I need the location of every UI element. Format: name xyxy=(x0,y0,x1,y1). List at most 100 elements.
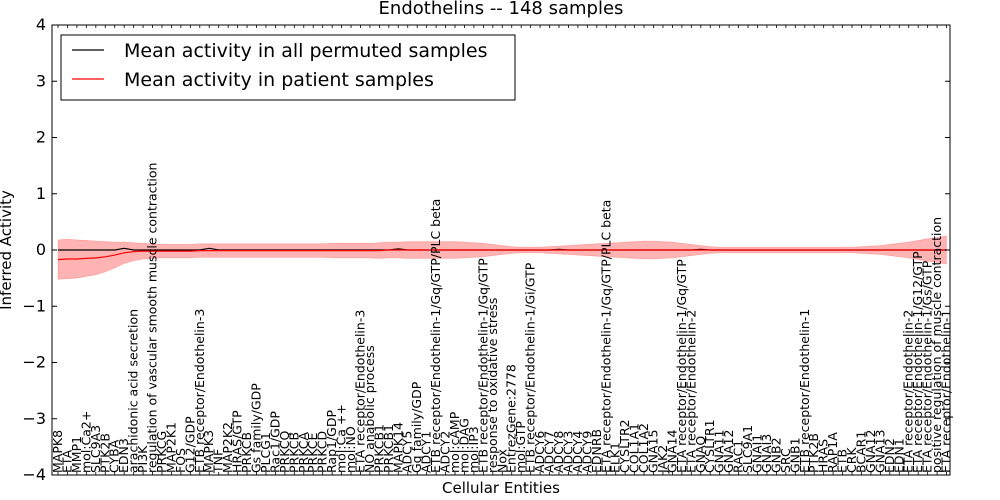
entity-label: GNAI1 xyxy=(750,434,765,473)
entity-label: EDN1 xyxy=(891,438,906,473)
entity-label: COL1A2 xyxy=(636,423,651,473)
entity-label: ETA receptor/Endothelin-2 xyxy=(683,310,698,473)
entity-label: ELK1 xyxy=(608,442,623,473)
entity-label: GNA12 xyxy=(863,430,878,474)
patient-confidence-band xyxy=(57,235,947,280)
entity-label: ADCY5 xyxy=(400,431,415,473)
entity-label: mol:Ca ++ xyxy=(334,404,349,473)
legend-label-permuted: Mean activity in all permuted samples xyxy=(124,40,487,62)
entity-label: PRKCB1 xyxy=(371,424,386,473)
entity-label: ETA receptor/Endothelin-1/Gs/GTP xyxy=(920,260,935,473)
entity-label: SRC xyxy=(778,448,793,473)
entity-label: EDN2 xyxy=(882,438,897,473)
entity-label: MAP2K1 xyxy=(163,422,178,473)
entity-label: PTK2B xyxy=(806,433,821,473)
entity-label: NO anabolic process xyxy=(362,345,377,473)
entity-label: ADCY3 xyxy=(560,431,575,473)
entity-label: G12/GDP xyxy=(182,416,197,473)
entity-label: Rac1/GDP xyxy=(267,411,282,473)
entity-label: BCAR1 xyxy=(854,431,869,473)
entity-label: SLC9A3 xyxy=(88,425,103,473)
entity-label: HRAS xyxy=(816,439,831,473)
entity-label: ETB xyxy=(835,449,850,473)
entity-label: GNA12 xyxy=(721,430,736,474)
entity-label: Rap1/GDP xyxy=(324,410,339,473)
y-tick-label: −4 xyxy=(22,465,46,484)
entity-label: ETB receptor/Endothelin-1/Gq/GTP xyxy=(475,258,490,473)
entity-label: RAC1 xyxy=(731,440,746,473)
entity-label: mol:Ca2+ xyxy=(78,411,93,473)
entity-label: SLC9A1 xyxy=(740,425,755,473)
entity-label: GNA13 xyxy=(872,430,887,474)
entity-label: ETB receptor/Endothelin-1/Gi/GTP xyxy=(523,262,538,473)
entity-label: ADCY4 xyxy=(570,431,585,473)
entity-label: ETB receptor/Endothelin-1/Gq/GTP/PLC bet… xyxy=(428,199,443,473)
entity-label: EntrezGene:2778 xyxy=(504,364,519,473)
entity-label: GNB1 xyxy=(787,437,802,473)
entity-label: EDNRB xyxy=(589,429,604,473)
entity-label: mol:IP3 xyxy=(466,426,481,473)
entity-label: regulation of vascular smooth muscle con… xyxy=(145,163,160,473)
entity-label: ETA receptor/Endothelin-1/G12/GTP xyxy=(910,251,925,473)
entity-label: PRKCB1 xyxy=(381,424,396,473)
series-line-patient xyxy=(57,249,947,261)
entity-label: GNA14 xyxy=(664,429,679,473)
entity-label: ADCY8 xyxy=(551,431,566,473)
y-tick-label: −2 xyxy=(22,353,46,372)
chart-title: Endothelins -- 148 samples xyxy=(379,0,624,19)
entity-label: CRK xyxy=(844,447,859,473)
entity-label: ETA xyxy=(60,449,75,473)
entity-label: arachidonic acid secretion xyxy=(126,309,141,473)
entity-label: Gq family/GDP xyxy=(409,381,424,473)
entity-label: Nox xyxy=(494,449,509,473)
legend-box xyxy=(60,34,516,101)
entity-label: PRKCB xyxy=(239,432,254,473)
entity-label: ADCY7 xyxy=(542,431,557,473)
confidence-band-layer xyxy=(57,235,947,280)
entity-label: TNF xyxy=(211,449,226,474)
entity-label: PLCG1 xyxy=(258,432,273,473)
entity-label: mol:NO xyxy=(343,426,358,473)
entity-label: mol:DAG xyxy=(457,418,472,473)
entity-label: response to oxidative stress xyxy=(485,298,500,473)
x-axis-title: Cellular Entities xyxy=(442,479,560,497)
entity-label: ETA receptor/Endothelin-3 xyxy=(353,310,368,473)
entity-label: ETA receptor/Endothelin-1 xyxy=(939,310,954,473)
entity-label: CYSLTR2 xyxy=(617,419,632,473)
entity-label: HRAS/GTP xyxy=(230,410,245,473)
entity-label: GNA15 xyxy=(646,430,661,474)
y-tick-label: 2 xyxy=(36,128,46,147)
entity-label: PRKCD xyxy=(315,431,330,473)
entity-label: CYBA xyxy=(107,439,122,473)
entity-label: COL1A1 xyxy=(627,423,642,473)
entity-label: ADCY1 xyxy=(419,431,434,473)
y-tick-label: 3 xyxy=(36,71,46,90)
entity-label: MAP2K2 xyxy=(220,422,235,473)
entity-label: MMP1 xyxy=(69,436,84,473)
entity-label: positive regulation of muscle contractio… xyxy=(929,217,944,473)
entity-label: PTK2B xyxy=(97,433,112,473)
entity-label-layer: MAPK8ETAMMP1mol:Ca2+SLC9A3PTK2BCYBAEDN3a… xyxy=(50,163,954,474)
entity-label: MAPK8 xyxy=(50,430,65,473)
entity-label: MAPK3 xyxy=(201,430,216,473)
plot-frame xyxy=(51,24,951,476)
y-tick-label: −3 xyxy=(22,409,46,428)
entity-label: EDN3 xyxy=(116,438,131,473)
entity-label: PRKCA xyxy=(296,432,311,473)
entity-label: ADCY6 xyxy=(532,431,547,473)
y-tick-label: 1 xyxy=(36,184,46,203)
legend-label-patient: Mean activity in patient samples xyxy=(124,69,434,91)
entity-label: ETA receptor/Endothelin-1/Gq/GTP/PLC bet… xyxy=(598,200,613,473)
entity-label: ETA receptor/Endothelin-2 xyxy=(901,310,916,473)
entity-label: ADCY9 xyxy=(579,431,594,473)
entity-label: PI3K xyxy=(135,445,150,473)
entity-label: GNAI3 xyxy=(759,434,774,473)
entity-label: GNB2 xyxy=(768,437,783,473)
entity-label: Gs family/GDP xyxy=(249,383,264,473)
entity-label: MAPK14 xyxy=(390,422,405,473)
entity-label: ADCY2 xyxy=(438,431,453,473)
series-line-layer xyxy=(57,247,947,261)
entity-label: RAP1A xyxy=(825,432,840,473)
entity-label: mol:GTP xyxy=(513,421,528,473)
entity-label: PRKCE xyxy=(305,433,320,473)
